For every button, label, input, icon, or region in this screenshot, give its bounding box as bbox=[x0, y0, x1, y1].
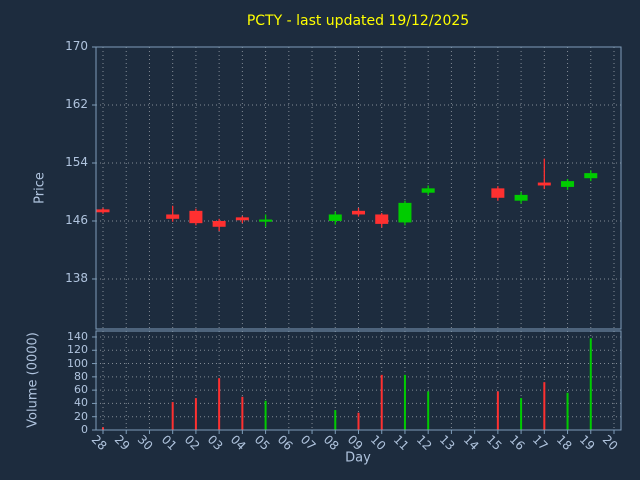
candle-body bbox=[537, 182, 551, 186]
volume-tick-label: 0 bbox=[81, 423, 88, 436]
candle-body bbox=[259, 219, 273, 222]
volume-tick-label: 40 bbox=[74, 396, 88, 410]
candle-body bbox=[398, 202, 412, 223]
candle-body bbox=[561, 181, 575, 187]
x-axis-label: Day bbox=[345, 450, 371, 466]
volume-tick-label: 120 bbox=[67, 343, 88, 357]
candle-body bbox=[352, 210, 365, 215]
price-tick-label: 138 bbox=[65, 270, 88, 285]
volume-axis-label: Volume (0000) bbox=[25, 332, 41, 428]
price-tick-label: 146 bbox=[65, 212, 88, 227]
candle-body bbox=[212, 220, 226, 227]
volume-tick-label: 100 bbox=[67, 356, 88, 370]
candle-body bbox=[584, 173, 598, 179]
candle-body bbox=[96, 209, 110, 213]
volume-tick-label: 60 bbox=[74, 383, 88, 397]
candle-body bbox=[235, 217, 249, 221]
candle-body bbox=[166, 214, 180, 219]
chart-title: PCTY - last updated 19/12/2025 bbox=[246, 13, 470, 29]
price-tick-label: 170 bbox=[65, 39, 88, 53]
volume-tick-label: 140 bbox=[67, 329, 88, 343]
volume-tick-label: 20 bbox=[74, 409, 88, 423]
volume-axes-frame bbox=[95, 330, 622, 431]
price-tick-label: 162 bbox=[65, 96, 88, 111]
candle-body bbox=[375, 214, 389, 224]
price-axis-label: Price bbox=[32, 172, 48, 204]
candle-body bbox=[328, 214, 342, 221]
price-axes-frame bbox=[95, 46, 622, 330]
price-tick-label: 154 bbox=[65, 154, 88, 169]
candle-body bbox=[189, 210, 203, 224]
candle-body bbox=[514, 194, 528, 201]
volume-tick-label: 80 bbox=[74, 369, 88, 383]
candle-body bbox=[491, 188, 505, 198]
candle-body bbox=[421, 188, 435, 193]
